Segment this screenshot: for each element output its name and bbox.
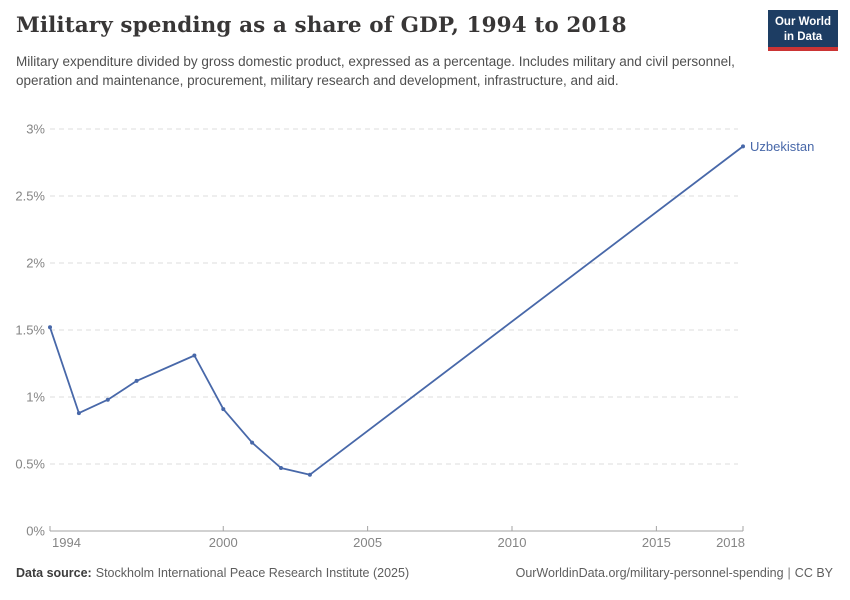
footer-separator: | (787, 566, 791, 580)
data-point-marker (48, 325, 52, 330)
x-axis-tick-label: 2015 (642, 535, 671, 550)
data-source: Data source: Stockholm International Peac… (16, 566, 409, 580)
data-point-marker (221, 407, 226, 412)
x-axis-tick-label: 2018 (716, 535, 745, 550)
chart-title: Military spending as a share of GDP, 199… (16, 13, 627, 38)
x-axis-tick-label: 2000 (209, 535, 238, 550)
data-point-marker (250, 440, 255, 445)
data-point-marker (741, 144, 745, 149)
data-point-marker (105, 397, 110, 402)
y-axis-tick-label: 0.5% (15, 457, 45, 472)
owid-logo[interactable]: Our World in Data (768, 10, 838, 51)
y-axis-tick-label: 0% (26, 524, 45, 539)
entity-label: Uzbekistan (750, 139, 814, 154)
data-point-marker (192, 353, 197, 358)
x-axis-tick-label: 1994 (52, 535, 81, 550)
y-axis-tick-label: 2% (26, 256, 45, 271)
data-point-marker (279, 466, 283, 470)
y-axis-tick-label: 1.5% (15, 323, 45, 338)
y-axis-tick-label: 3% (26, 122, 45, 137)
owid-logo-line1: Our World (774, 16, 831, 28)
footer-right: OurWorldinData.org/military-personnel-sp… (516, 566, 833, 580)
data-source-text: Stockholm International Peace Research I… (95, 566, 410, 580)
y-axis-tick-label: 2.5% (15, 189, 45, 204)
footer-license[interactable]: CC BY (794, 566, 833, 580)
data-source-label: Data source: (16, 566, 92, 580)
x-axis-tick-label: 2005 (353, 535, 382, 550)
data-point-marker (76, 411, 81, 416)
data-point-marker (134, 378, 139, 383)
chart-footer: Data source: Stockholm International Peac… (16, 566, 833, 580)
data-point-marker (307, 472, 312, 477)
owid-logo-line2: in Data (783, 30, 823, 43)
x-axis-tick-label: 2010 (498, 535, 527, 550)
series-line-uzbekistan (49, 145, 744, 476)
footer-link[interactable]: OurWorldinData.org/military-personnel-sp… (515, 566, 784, 580)
chart-subtitle: Military expenditure divided by gross do… (16, 54, 735, 89)
y-axis-tick-label: 1% (26, 390, 45, 405)
